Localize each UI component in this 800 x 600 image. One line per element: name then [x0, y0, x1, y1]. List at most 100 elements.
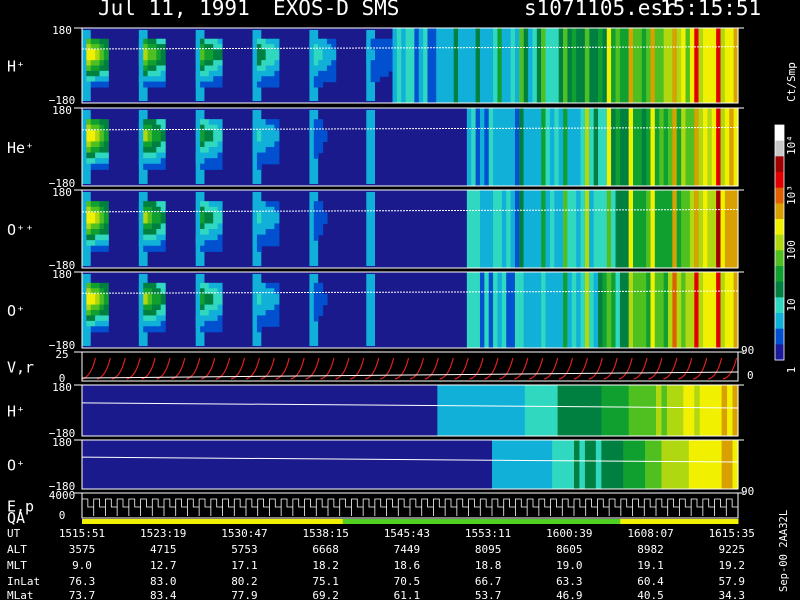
heatmap-cell — [147, 282, 153, 289]
heatmap-cell — [204, 234, 210, 241]
heatmap-cell — [370, 76, 376, 83]
heatmap-cell — [147, 217, 153, 225]
heatmap-cell — [217, 81, 223, 88]
heatmap-cell — [103, 81, 109, 88]
heatmap-cell — [593, 190, 599, 268]
heatmap-cell — [95, 234, 101, 241]
velocity-trace — [260, 357, 275, 380]
heatmap-cell — [143, 315, 149, 322]
heatmap-cell — [200, 288, 206, 295]
heatmap-cell — [524, 385, 531, 436]
heatmap-cell — [584, 385, 591, 436]
heatmap-cell — [265, 310, 271, 317]
heatmap-cell — [270, 304, 276, 311]
heatmap-cell — [160, 49, 166, 56]
heatmap-cell — [200, 217, 206, 225]
heatmap-cell — [519, 440, 526, 489]
heatmap-cell — [663, 272, 669, 348]
heatmap-cell — [151, 223, 157, 230]
heatmap-cell — [598, 272, 604, 348]
heatmap-cell — [265, 158, 271, 165]
heatmap-cell — [208, 76, 214, 83]
heatmap-cell — [379, 70, 385, 77]
heatmap-cell — [103, 163, 109, 170]
qa-bar-segment — [687, 519, 697, 524]
heatmap-cell — [318, 76, 324, 83]
heatmap-cell — [536, 272, 542, 348]
heatmap-cell — [95, 217, 101, 225]
heatmap-cell — [86, 326, 92, 333]
heatmap-cell — [151, 304, 157, 311]
heatmap-cell — [318, 65, 324, 72]
heatmap-cell — [650, 385, 657, 436]
ephemeris-value: 18.2 — [312, 559, 339, 572]
heatmap-cell — [99, 81, 105, 88]
qa-bar-segment — [300, 519, 310, 524]
panel-ymin: −180 — [49, 427, 76, 440]
heatmap-cell — [156, 65, 162, 72]
heatmap-cell — [90, 81, 96, 88]
velocity-trace — [290, 357, 305, 380]
heatmap-cell — [147, 206, 153, 213]
heatmap-cell — [256, 49, 262, 56]
heatmap-cell — [549, 190, 555, 268]
heatmap-cell — [676, 272, 682, 348]
heatmap-cell — [703, 272, 708, 348]
heatmap-cell — [95, 44, 101, 51]
qa-bar-segment — [679, 519, 689, 524]
pitch-trace — [81, 46, 739, 50]
heatmap-cell — [217, 310, 223, 317]
qa-bar-segment — [637, 519, 646, 524]
heatmap-cell — [204, 38, 210, 45]
heatmap-cell — [318, 212, 324, 219]
heatmap-cell — [147, 288, 153, 295]
heatmap-cell — [633, 108, 639, 186]
heatmap-cell — [375, 54, 380, 61]
heatmap-cell — [383, 65, 389, 72]
qa-bar-segment — [595, 519, 604, 524]
heatmap-cell — [313, 135, 319, 143]
qa-bar-segment — [359, 519, 369, 524]
heatmap-cell — [151, 201, 157, 208]
ephemeris-value: 77.9 — [231, 589, 258, 600]
heatmap-cell — [590, 385, 597, 436]
heatmap-cell — [552, 440, 559, 489]
heatmap-cell — [593, 272, 599, 348]
heatmap-cell — [370, 38, 376, 45]
heatmap-cell — [95, 130, 101, 137]
velocity-trace — [215, 357, 231, 380]
heatmap-cell — [265, 223, 271, 230]
heatmap-cell — [313, 65, 319, 72]
heatmap-cell — [379, 44, 385, 51]
heatmap-cell — [641, 190, 647, 268]
heatmap-cell — [204, 288, 210, 295]
heatmap-cell — [261, 229, 267, 236]
colorbar-swatch — [775, 281, 784, 298]
heatmap-cell — [208, 49, 214, 56]
heatmap-cell — [208, 147, 214, 154]
heatmap-cell — [366, 274, 376, 346]
heatmap-cell — [256, 130, 262, 137]
heatmap-cell — [90, 70, 96, 77]
heatmap-cell — [217, 304, 223, 311]
heatmap-cell — [688, 385, 695, 436]
heatmap-cell — [322, 60, 328, 67]
heatmap-cell — [213, 288, 219, 295]
heatmap-cell — [151, 163, 157, 170]
heatmap-cell — [204, 60, 210, 67]
heatmap-cell — [313, 201, 319, 208]
heatmap-cell — [274, 124, 280, 131]
qa-bar-segment — [527, 519, 537, 524]
heatmap-cell — [331, 54, 337, 61]
heatmap-cell — [532, 108, 538, 186]
heatmap-cell — [256, 245, 262, 252]
heatmap-cell — [200, 54, 206, 61]
heatmap-cell — [90, 212, 96, 219]
heatmap-cell — [383, 38, 389, 45]
heatmap-cell — [274, 282, 280, 289]
heatmap-cell — [514, 272, 520, 348]
heatmap-cell — [200, 326, 206, 333]
heatmap-cell — [90, 135, 96, 143]
ephemeris-value: 17.1 — [231, 559, 258, 572]
heatmap-cell — [493, 272, 499, 348]
